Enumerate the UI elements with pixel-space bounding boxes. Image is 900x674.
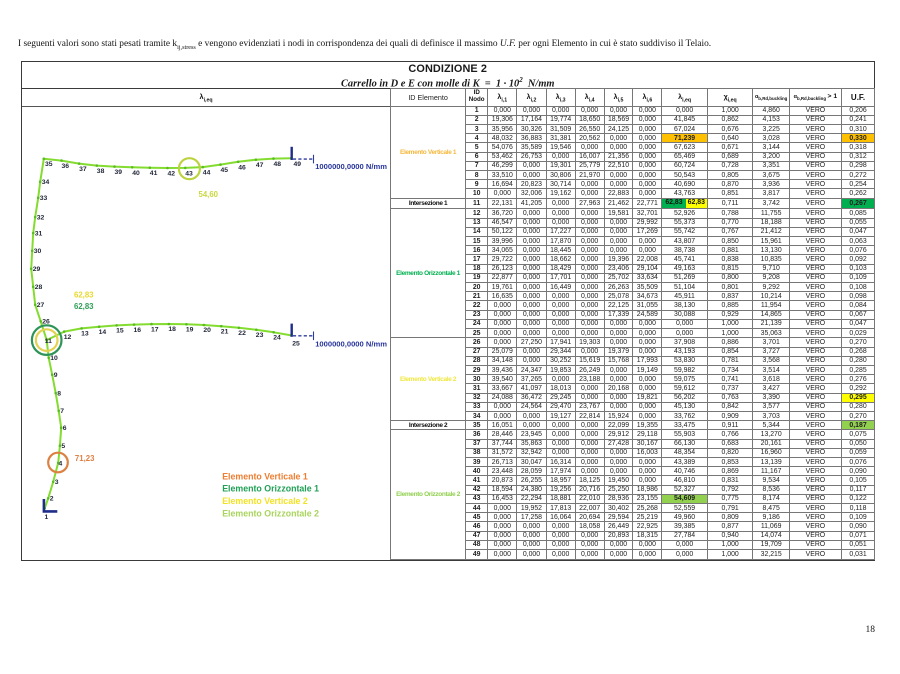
svg-text:24: 24 (273, 334, 281, 341)
svg-text:39: 39 (115, 169, 123, 176)
svg-text:14: 14 (99, 328, 107, 335)
svg-text:33: 33 (40, 195, 48, 202)
svg-text:54,60: 54,60 (199, 189, 219, 198)
svg-text:5: 5 (61, 443, 65, 450)
svg-text:41: 41 (150, 170, 158, 177)
svg-text:8: 8 (57, 390, 61, 397)
svg-text:44: 44 (203, 169, 211, 176)
svg-text:31: 31 (35, 230, 43, 237)
svg-text:47: 47 (256, 162, 264, 169)
svg-text:38: 38 (97, 168, 105, 175)
svg-text:46: 46 (238, 164, 246, 171)
svg-text:Elemento Verticale 1: Elemento Verticale 1 (222, 471, 308, 481)
svg-text:43: 43 (185, 170, 193, 177)
svg-text:45: 45 (221, 167, 229, 174)
svg-text:49: 49 (294, 160, 302, 167)
svg-text:37: 37 (79, 166, 87, 173)
svg-text:18: 18 (168, 326, 176, 333)
svg-text:27: 27 (37, 302, 45, 309)
svg-text:22: 22 (238, 330, 246, 337)
svg-text:16: 16 (134, 326, 142, 333)
svg-text:30: 30 (34, 248, 42, 255)
svg-text:21: 21 (221, 328, 229, 335)
svg-text:1000000,0000 N/mm: 1000000,0000 N/mm (315, 339, 387, 348)
svg-text:40: 40 (132, 169, 140, 176)
svg-text:29: 29 (33, 266, 41, 273)
svg-text:13: 13 (81, 330, 89, 337)
svg-text:6: 6 (63, 425, 67, 432)
svg-text:Elemento Verticale 2: Elemento Verticale 2 (222, 496, 308, 506)
svg-text:71,23: 71,23 (75, 453, 95, 462)
svg-text:26: 26 (42, 318, 50, 325)
svg-text:35: 35 (45, 161, 53, 168)
svg-text:12: 12 (64, 333, 72, 340)
svg-text:10: 10 (50, 355, 58, 362)
svg-text:1: 1 (45, 513, 49, 520)
svg-text:4: 4 (59, 460, 63, 467)
svg-text:19: 19 (186, 326, 194, 333)
svg-text:Elemento Orizzontale 2: Elemento Orizzontale 2 (222, 508, 319, 518)
svg-text:11: 11 (45, 337, 52, 344)
svg-text:3: 3 (55, 479, 59, 486)
svg-text:32: 32 (37, 214, 45, 221)
svg-text:34: 34 (42, 179, 50, 186)
svg-text:28: 28 (35, 284, 43, 291)
svg-text:42: 42 (168, 170, 176, 177)
svg-text:7: 7 (60, 408, 64, 415)
svg-text:2: 2 (50, 495, 54, 502)
svg-text:20: 20 (203, 327, 211, 334)
svg-text:15: 15 (116, 327, 124, 334)
svg-text:62,83: 62,83 (74, 301, 94, 310)
svg-text:25: 25 (292, 340, 300, 347)
svg-text:36: 36 (62, 163, 70, 170)
svg-text:48: 48 (274, 161, 282, 168)
svg-text:Elemento Orizzontale 1: Elemento Orizzontale 1 (222, 483, 319, 493)
svg-text:17: 17 (151, 326, 159, 333)
svg-text:1000000,0000 N/mm: 1000000,0000 N/mm (315, 162, 387, 171)
svg-text:9: 9 (54, 372, 58, 379)
svg-text:62,83: 62,83 (74, 290, 94, 299)
svg-text:23: 23 (256, 332, 264, 339)
